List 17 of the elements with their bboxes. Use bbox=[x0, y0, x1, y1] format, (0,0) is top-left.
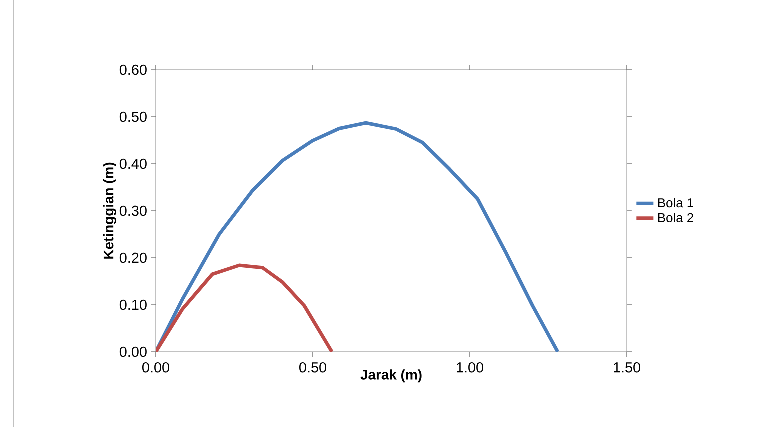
x-tick-label: 0.50 bbox=[300, 362, 326, 373]
y-tick-label: 0.50 bbox=[120, 112, 147, 122]
y-tick-label: 0.60 bbox=[120, 64, 147, 76]
y-axis-title: Ketinggian (m) bbox=[103, 162, 117, 259]
x-tick-label: 1.00 bbox=[457, 362, 484, 373]
line-series bbox=[156, 121, 560, 352]
y-tick-label: 0.40 bbox=[120, 158, 147, 170]
y-tick-label: 0.00 bbox=[120, 346, 147, 358]
x-tick-label: 1.50 bbox=[614, 362, 640, 373]
x-tick-label: 0.00 bbox=[142, 362, 170, 373]
y-tick-label: 0.30 bbox=[120, 206, 147, 216]
legend-label: Bola 1 bbox=[658, 198, 694, 208]
y-tick-label: 0.10 bbox=[120, 300, 147, 310]
x-axis-title: Jarak (m) bbox=[360, 370, 422, 383]
line-series bbox=[156, 264, 334, 352]
y-tick-label: 0.20 bbox=[120, 252, 147, 264]
legend-label: Bola 2 bbox=[658, 212, 694, 222]
